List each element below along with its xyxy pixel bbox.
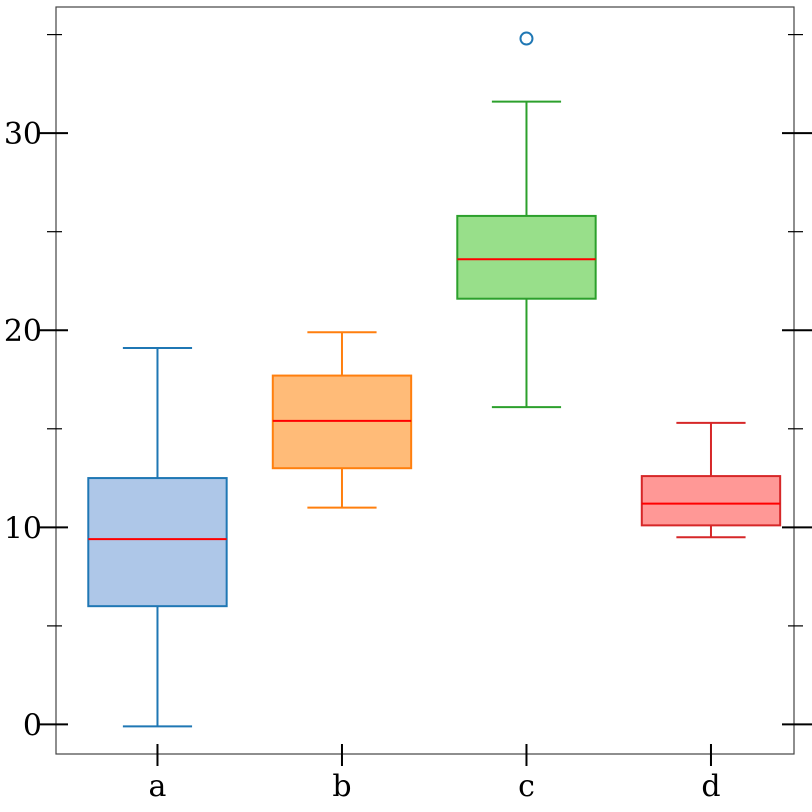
- y-tick-label-30: 30: [4, 117, 42, 152]
- box-c: [456, 214, 597, 300]
- box-d: [640, 475, 782, 527]
- box-a: [87, 477, 228, 608]
- x-tick-label-b: b: [332, 769, 351, 804]
- boxes-layer: [87, 31, 782, 728]
- box-group-a: [87, 346, 228, 728]
- x-tick-label-d: d: [701, 769, 720, 804]
- box-group-b: [271, 331, 413, 509]
- ticks-layer: [38, 33, 812, 766]
- y-tick-label-10: 10: [4, 511, 42, 546]
- x-tick-label-a: a: [149, 769, 167, 804]
- plot-frame: [55, 6, 795, 755]
- y-tick-label-20: 20: [4, 314, 42, 349]
- box-group-c: [456, 31, 597, 409]
- y-tick-label-0: 0: [23, 708, 42, 743]
- outlier-point-c-0: [519, 31, 534, 46]
- x-tick-label-c: c: [518, 769, 535, 804]
- tick-labels-layer: a b c d 0 10 20 30: [4, 117, 721, 804]
- box-group-d: [640, 421, 782, 539]
